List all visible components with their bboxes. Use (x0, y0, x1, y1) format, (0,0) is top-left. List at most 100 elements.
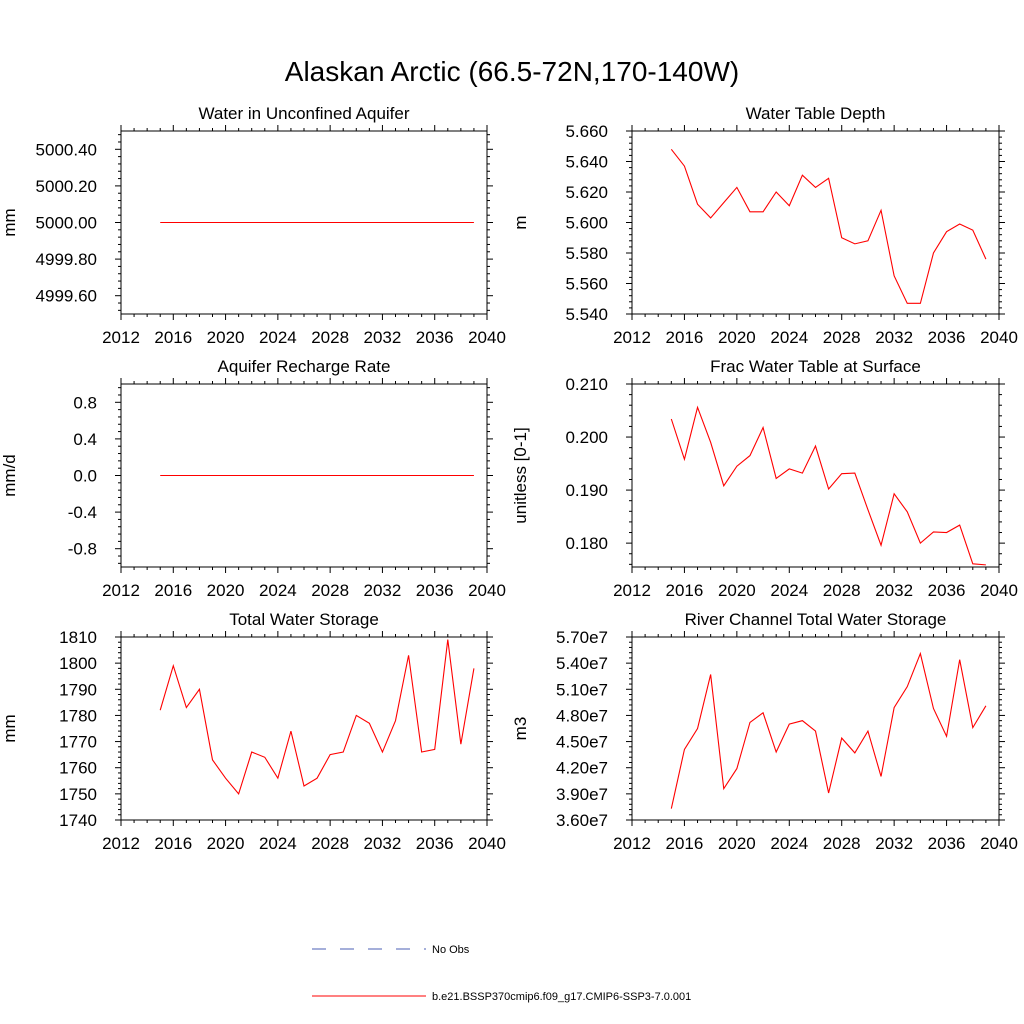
y-tick-label: 1780 (59, 706, 97, 725)
y-tick-label: -0.4 (68, 503, 97, 522)
x-tick-label: 2016 (666, 328, 704, 347)
plot-frame (631, 636, 1000, 821)
x-tick-label: 2028 (311, 834, 349, 853)
x-tick-label: 2016 (154, 581, 192, 600)
x-tick-label: 2028 (823, 328, 861, 347)
series-line (159, 639, 475, 795)
x-tick-label: 2032 (364, 581, 402, 600)
y-tick-label: 1750 (59, 785, 97, 804)
x-tick-label: 2028 (823, 581, 861, 600)
x-tick-label: 2036 (928, 581, 966, 600)
x-tick-label: 2036 (416, 581, 454, 600)
y-tick-label: 0.180 (565, 534, 608, 553)
panel-title: Water in Unconfined Aquifer (198, 104, 409, 123)
x-tick-label: 2040 (980, 834, 1018, 853)
y-tick-label: 0.4 (73, 430, 97, 449)
x-tick-label: 2036 (416, 834, 454, 853)
y-tick-label: 4.20e7 (556, 759, 608, 778)
x-tick-label: 2024 (259, 328, 297, 347)
panel-title: River Channel Total Water Storage (685, 610, 947, 629)
x-tick-label: 2028 (311, 328, 349, 347)
y-tick-label: 5.620 (565, 183, 608, 202)
y-tick-label: 0.190 (565, 481, 608, 500)
panel-title: Total Water Storage (229, 610, 379, 629)
series-line (670, 148, 987, 304)
y-tick-label: -0.8 (68, 540, 97, 559)
panel-title: Water Table Depth (746, 104, 886, 123)
legend-label-no-obs: No Obs (432, 944, 470, 956)
x-tick-label: 2012 (102, 581, 140, 600)
y-tick-label: 0.200 (565, 428, 608, 447)
x-tick-label: 2040 (468, 834, 506, 853)
y-tick-label: 3.60e7 (556, 811, 608, 830)
y-axis-label: mm (0, 208, 19, 236)
y-tick-label: 5.10e7 (556, 680, 608, 699)
x-tick-label: 2016 (154, 834, 192, 853)
x-tick-label: 2012 (102, 834, 140, 853)
y-tick-label: 0.8 (73, 393, 97, 412)
panel-aquifer-recharge-rate: Aquifer Recharge Rate 2012 2016 2020 2024 202… (0, 357, 506, 600)
x-tick-label: 2040 (980, 581, 1018, 600)
y-axis-label: mm (0, 714, 19, 742)
y-tick-label: 1770 (59, 733, 97, 752)
series-line (670, 651, 987, 809)
x-tick-label: 2028 (823, 834, 861, 853)
x-tick-label: 2036 (928, 834, 966, 853)
x-tick-label: 2036 (416, 328, 454, 347)
x-tick-label: 2032 (364, 328, 402, 347)
x-tick-label: 2012 (613, 834, 651, 853)
x-tick-label: 2020 (718, 328, 756, 347)
panel-water-table-depth: Water Table Depth 2012 2016 2020 2024 2028 203… (511, 104, 1018, 347)
panel-river-channel-total-water-storage: River Channel Total Water Storage 2012 201… (511, 610, 1018, 853)
panel-total-water-storage: Total Water Storage 2012 2016 2020 2024 2028 2… (0, 610, 506, 853)
y-tick-label: 1800 (59, 654, 97, 673)
panel-frac-water-table-at-surface: Frac Water Table at Surface 2012 2016 2020 2… (511, 357, 1018, 600)
plot-frame (120, 636, 488, 821)
y-tick-label: 0.0 (73, 467, 97, 486)
y-tick-label: 5000.20 (36, 177, 97, 196)
y-tick-label: 1810 (59, 628, 97, 647)
x-tick-label: 2020 (207, 834, 245, 853)
y-tick-label: 5.560 (565, 275, 608, 294)
panel-title: Frac Water Table at Surface (710, 357, 921, 376)
x-tick-label: 2020 (207, 328, 245, 347)
plot-frame (631, 383, 1000, 568)
x-tick-label: 2016 (666, 834, 704, 853)
x-tick-label: 2012 (613, 581, 651, 600)
y-tick-label: 5.40e7 (556, 654, 608, 673)
y-tick-label: 5.640 (565, 153, 608, 172)
legend-label-model: b.e21.BSSP370cmip6.f09_g17.CMIP6-SSP3-7.… (432, 991, 692, 1003)
y-tick-label: 4999.60 (36, 287, 97, 306)
y-tick-label: 1740 (59, 811, 97, 830)
x-tick-label: 2040 (468, 581, 506, 600)
main-title: Alaskan Arctic (66.5-72N,170-140W) (284, 56, 740, 87)
y-tick-label: 5.580 (565, 244, 608, 263)
x-tick-label: 2040 (980, 328, 1018, 347)
y-axis-label: unitless [0-1] (511, 427, 530, 523)
y-axis-label: m3 (511, 717, 530, 741)
y-tick-label: 5.600 (565, 214, 608, 233)
panel-water-in-unconfined-aquifer: Water in Unconfined Aquifer 2012 2016 2020 2… (0, 104, 506, 347)
y-tick-label: 4999.80 (36, 250, 97, 269)
y-axis-label: m (511, 215, 530, 229)
y-tick-label: 1790 (59, 680, 97, 699)
x-tick-label: 2032 (364, 834, 402, 853)
x-tick-label: 2032 (875, 834, 913, 853)
x-tick-label: 2016 (666, 581, 704, 600)
x-tick-label: 2020 (207, 581, 245, 600)
x-tick-label: 2016 (154, 328, 192, 347)
y-tick-label: 4.80e7 (556, 706, 608, 725)
x-tick-label: 2012 (102, 328, 140, 347)
x-tick-label: 2028 (311, 581, 349, 600)
x-tick-label: 2020 (718, 834, 756, 853)
x-tick-label: 2040 (468, 328, 506, 347)
x-tick-label: 2024 (770, 328, 808, 347)
y-axis-label: mm/d (0, 454, 19, 497)
x-tick-label: 2032 (875, 581, 913, 600)
y-tick-label: 3.90e7 (556, 785, 608, 804)
y-tick-label: 1760 (59, 759, 97, 778)
x-tick-label: 2024 (259, 581, 297, 600)
x-tick-label: 2012 (613, 328, 651, 347)
series-line (670, 405, 986, 566)
